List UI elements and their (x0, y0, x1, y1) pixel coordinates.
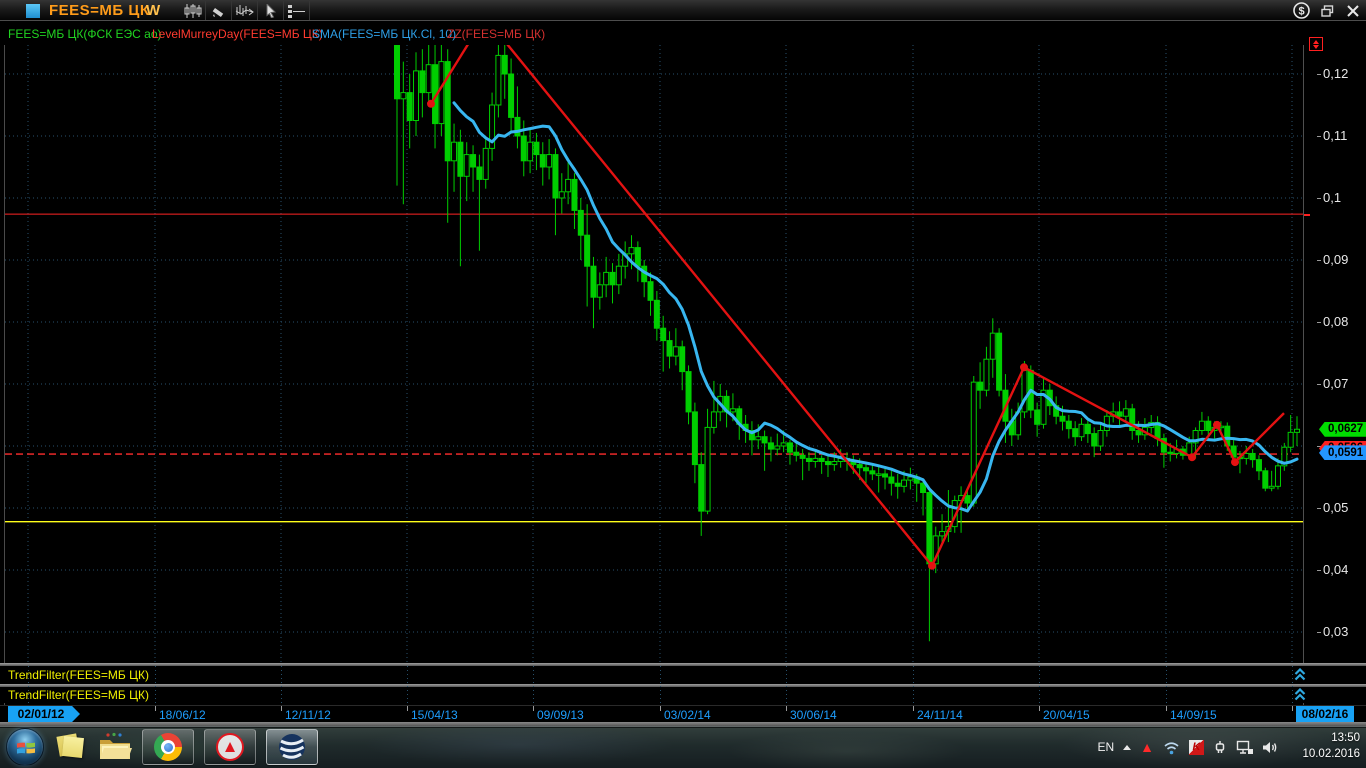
price-tick-mark (1317, 198, 1321, 199)
last-price-label: 0,0591 (1319, 445, 1366, 461)
date-tick-mark (1166, 706, 1167, 711)
date-tick-mark (1039, 706, 1040, 711)
trendfilter-label: TrendFilter(FEES=МБ ЦК) (8, 668, 149, 682)
wifi-icon[interactable] (1163, 740, 1180, 755)
price-tick-mark (1317, 570, 1321, 571)
date-tick-mark (281, 706, 282, 711)
panel-separator[interactable] (0, 663, 1366, 666)
price-tick-label: 0,05 (1323, 500, 1349, 515)
system-tray: EN ▲ K (1097, 726, 1278, 768)
panel-separator[interactable] (0, 684, 1366, 687)
close-icon[interactable] (1344, 2, 1362, 20)
autoscale-icon[interactable] (1309, 37, 1323, 51)
chrome-button[interactable] (142, 729, 194, 765)
sticky-notes-icon[interactable] (54, 730, 88, 764)
candlestick-chart (5, 15, 1303, 664)
clock-date: 10.02.2016 (1302, 748, 1360, 760)
date-tick-mark (786, 706, 787, 711)
price-tick-mark (1317, 322, 1321, 323)
price-tick-label: 0,08 (1323, 314, 1349, 329)
price-tick-mark (1317, 384, 1321, 385)
legend-item-3[interactable]: ZZ(FEES=МБ ЦК) (447, 27, 546, 41)
expand-panel-icon[interactable] (1294, 667, 1306, 686)
chart-area[interactable] (0, 15, 1303, 665)
date-start-highlight[interactable]: 02/01/12 (8, 706, 80, 722)
price-tick-mark (1317, 508, 1321, 509)
price-tick-label: 0,04 (1323, 562, 1349, 577)
network-icon[interactable] (1236, 740, 1253, 755)
terminal-globe-button[interactable] (266, 729, 318, 765)
date-tick-mark (533, 706, 534, 711)
date-axis[interactable]: 02/01/12 18/06/12 12/11/12 15/04/13 09/09/13… (0, 705, 1366, 722)
tray-expand-icon[interactable] (1123, 744, 1132, 750)
date-tick-label: 09/09/13 (537, 708, 584, 722)
price-tick-label: 0,03 (1323, 624, 1349, 639)
price-tick-label: 0,11 (1323, 128, 1348, 143)
legend-row: FEES=МБ ЦК(ФСК ЕЭС ао) LevelMurreyDay(FEE… (0, 22, 1366, 68)
date-tick-label: 18/06/12 (159, 708, 206, 722)
globe-icon (279, 734, 305, 760)
date-tick-label: 24/11/14 (917, 708, 963, 722)
price-axis[interactable]: 0,120,110,10,090,080,070,060,050,040,030… (1303, 37, 1366, 722)
window-left-edge (4, 45, 5, 722)
chrome-icon (154, 733, 182, 761)
price-tick-mark (1317, 260, 1321, 261)
price-tick-label: 0,1 (1323, 190, 1342, 205)
date-tick-mark (660, 706, 661, 711)
svg-text:$: $ (1298, 6, 1304, 18)
murrey-axis-mark (1304, 214, 1310, 217)
date-tick-label: 15/04/13 (411, 708, 458, 722)
date-tick-mark (155, 706, 156, 711)
start-button[interactable] (6, 728, 44, 766)
alfa-icon: ▲ (216, 733, 244, 761)
levels-icon[interactable] (284, 1, 310, 20)
alfa-app-button[interactable]: ▲ (204, 729, 256, 765)
language-indicator[interactable]: EN (1097, 740, 1115, 754)
indicator-chart-icon[interactable] (232, 1, 258, 20)
draw-pencil-icon[interactable] (206, 1, 232, 20)
date-tick-mark (913, 706, 914, 711)
price-tick-mark (1317, 446, 1321, 447)
date-end-highlight[interactable]: 08/02/16 (1296, 706, 1354, 722)
candles-style-icon[interactable] (180, 1, 206, 20)
price-tick-label: 0,12 (1323, 66, 1349, 81)
price-tick-label: 0,09 (1323, 252, 1349, 267)
price-tick-mark (1317, 632, 1321, 633)
app-icon (26, 4, 40, 18)
dollar-icon[interactable]: $ (1292, 2, 1310, 20)
date-tick-label: 03/02/14 (664, 708, 711, 722)
date-tick-mark (1292, 706, 1293, 711)
trendfilter-label: TrendFilter(FEES=МБ ЦК) (8, 688, 149, 702)
legend-item-0[interactable]: FEES=МБ ЦК(ФСК ЕЭС ао) (8, 27, 162, 41)
trendfilter-panel-1: TrendFilter(FEES=МБ ЦК) (0, 666, 1366, 684)
price-tick-mark (1317, 136, 1321, 137)
speaker-icon[interactable] (1262, 740, 1278, 755)
trendfilter-panel-2: TrendFilter(FEES=МБ ЦК) (0, 687, 1366, 703)
clock-time: 13:50 (1331, 732, 1360, 744)
price-tick-mark (1317, 74, 1321, 75)
title-bar: FEES=МБ ЦК W (0, 0, 1366, 21)
taskbar-clock[interactable]: 13:50 10.02.2016 (1302, 730, 1360, 762)
price-tick-label: 0,07 (1323, 376, 1349, 391)
date-tick-label: 30/06/14 (790, 708, 837, 722)
expand-panel-icon[interactable] (1294, 687, 1306, 706)
zz-last-label: 0,0627 (1319, 421, 1366, 437)
window-bottom-edge (0, 722, 1366, 726)
taskbar: ▲ EN ▲ K (0, 726, 1366, 768)
explorer-icon[interactable] (98, 730, 132, 764)
legend-item-2[interactable]: SMA(FEES=МБ ЦК.Cl, 10) (312, 27, 457, 41)
date-tick-mark (407, 706, 408, 711)
timeframe-label: W (146, 2, 161, 19)
window-title: FEES=МБ ЦК (49, 2, 150, 19)
cursor-icon[interactable] (258, 1, 284, 20)
date-tick-label: 20/04/15 (1043, 708, 1090, 722)
legend-item-1[interactable]: LevelMurreyDay(FEES=МБ ЦК) (152, 27, 323, 41)
restore-window-icon[interactable] (1318, 2, 1336, 20)
date-tick-label: 14/09/15 (1170, 708, 1217, 722)
power-plug-icon[interactable] (1213, 740, 1227, 755)
tray-alfa-icon[interactable]: ▲ (1140, 739, 1154, 755)
date-tick-label: 12/11/12 (285, 708, 331, 722)
kaspersky-icon[interactable]: K (1189, 739, 1204, 755)
